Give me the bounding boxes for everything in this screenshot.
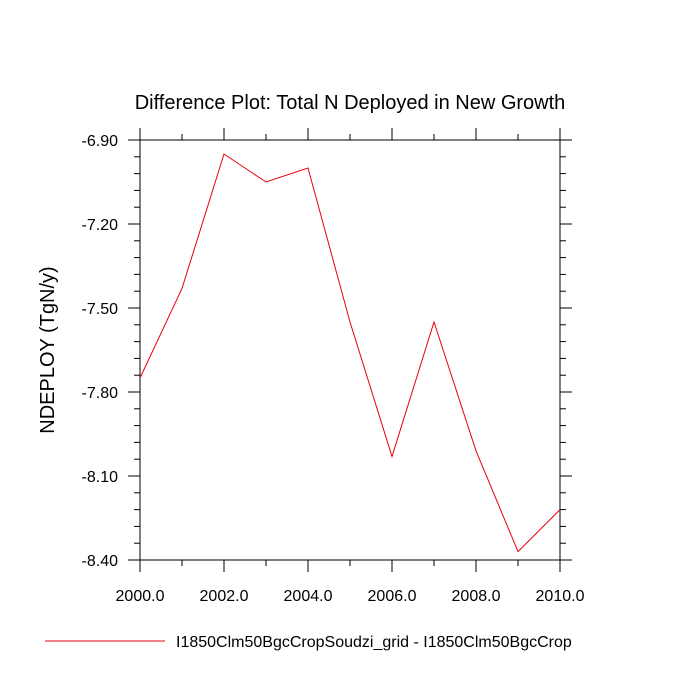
x-tick-label: 2006.0 [368, 588, 417, 605]
y-tick-label: -8.10 [82, 469, 119, 486]
plot-frame [139, 139, 561, 561]
y-tick-label: -7.20 [82, 217, 119, 234]
y-tick-label: -8.40 [82, 553, 119, 570]
y-tick-label: -7.50 [82, 301, 119, 318]
x-tick-label: 2004.0 [284, 588, 333, 605]
x-axis-ticks: 2000.0 2002.0 2004.0 2006.0 2008.0 2010.0 [116, 128, 585, 605]
series-line [139, 153, 561, 553]
x-tick-label: 2010.0 [536, 588, 585, 605]
series-layer [139, 153, 561, 553]
x-tick-label: 2000.0 [116, 588, 165, 605]
y-tick-label: -7.80 [82, 385, 119, 402]
chart-title: Difference Plot: Total N Deployed in New… [135, 92, 566, 114]
y-axis-ticks: -6.90 -7.20 -7.50 -7.80 -8.10 -8.40 [82, 133, 572, 570]
x-tick-label: 2008.0 [452, 588, 501, 605]
legend: I1850Clm50BgcCropSoudzi_grid - I1850Clm5… [45, 634, 572, 651]
x-tick-label: 2002.0 [200, 588, 249, 605]
y-axis-label: NDEPLOY (TgN/y) [37, 266, 59, 433]
y-tick-label: -6.90 [82, 133, 119, 150]
legend-label: I1850Clm50BgcCropSoudzi_grid - I1850Clm5… [176, 634, 572, 651]
